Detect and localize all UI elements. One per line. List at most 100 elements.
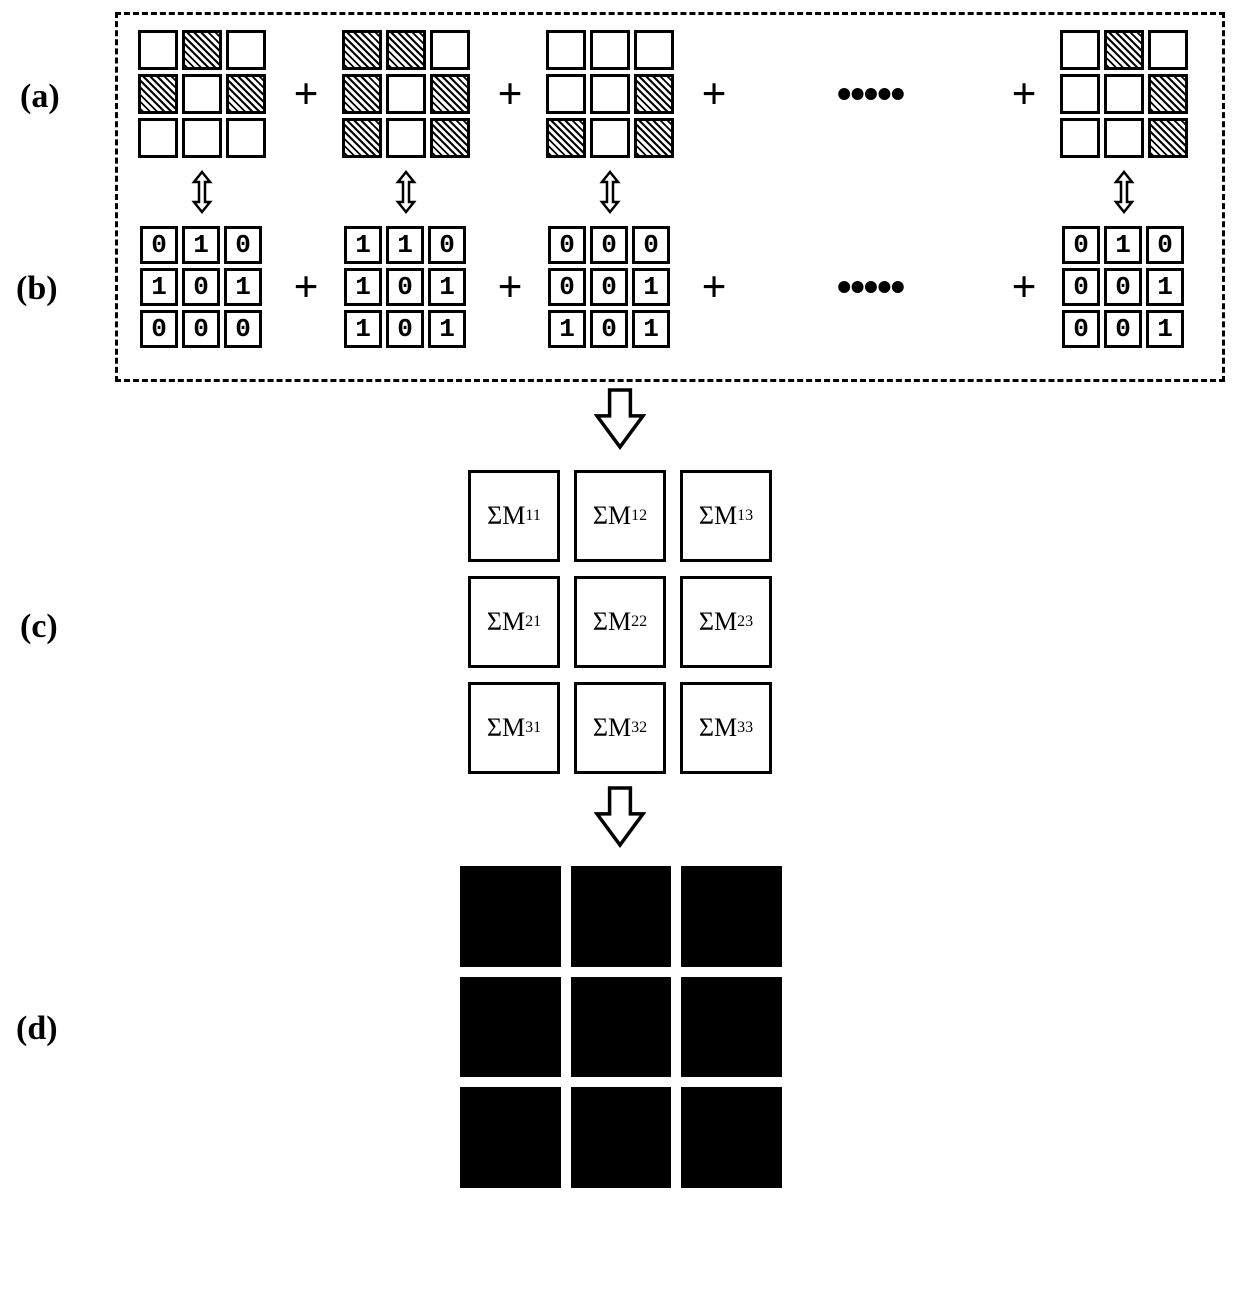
binary-cell: 0 xyxy=(140,226,178,264)
binary-cell: 0 xyxy=(632,226,670,264)
row-label-d: (d) xyxy=(16,1010,58,1048)
down-arrow-2 xyxy=(594,786,646,853)
cell xyxy=(226,74,266,114)
cell xyxy=(634,30,674,70)
black-cell xyxy=(571,1087,672,1188)
binary-cell: 0 xyxy=(1062,268,1100,306)
binary-cell: 1 xyxy=(632,310,670,348)
cell xyxy=(226,118,266,158)
cell xyxy=(1148,118,1188,158)
binary-cell: 1 xyxy=(344,310,382,348)
plus-b-3: + xyxy=(1011,262,1036,313)
plus-a-1: + xyxy=(497,69,522,120)
plus-a-3: + xyxy=(1011,69,1036,120)
cell xyxy=(138,118,178,158)
cell xyxy=(342,74,382,114)
binary-grid-b-1: 110101101 xyxy=(344,226,466,348)
binary-cell: 1 xyxy=(386,226,424,264)
black-cell xyxy=(681,866,782,967)
sigma-cell-11: ΣM11 xyxy=(468,470,560,562)
binary-cell: 0 xyxy=(590,226,628,264)
cell xyxy=(1060,30,1100,70)
cell xyxy=(1060,118,1100,158)
sigma-cell-33: ΣM33 xyxy=(680,682,772,774)
black-cell xyxy=(681,977,782,1078)
binary-cell: 0 xyxy=(182,268,220,306)
ellipsis-b: ••••• xyxy=(836,262,903,313)
cell xyxy=(634,118,674,158)
plus-a-2: + xyxy=(701,69,726,120)
pattern-grid-a-3 xyxy=(1060,30,1188,158)
cell xyxy=(342,30,382,70)
binary-cell: 1 xyxy=(1104,226,1142,264)
cell xyxy=(590,74,630,114)
binary-cell: 0 xyxy=(182,310,220,348)
cell xyxy=(1148,74,1188,114)
cell xyxy=(634,74,674,114)
plus-b-2: + xyxy=(701,262,726,313)
binary-cell: 0 xyxy=(386,310,424,348)
cell xyxy=(590,30,630,70)
cell xyxy=(138,30,178,70)
sigma-cell-12: ΣM12 xyxy=(574,470,666,562)
binary-cell: 1 xyxy=(344,226,382,264)
cell xyxy=(1104,118,1144,158)
binary-cell: 1 xyxy=(224,268,262,306)
binary-cell: 0 xyxy=(590,268,628,306)
binary-cell: 0 xyxy=(224,310,262,348)
cell xyxy=(182,30,222,70)
sigma-cell-32: ΣM32 xyxy=(574,682,666,774)
binary-cell: 0 xyxy=(1146,226,1184,264)
diagram-canvas: (a)(b)(c)(d)++++••••• 010101000110101101… xyxy=(0,0,1240,1305)
row-label-b: (b) xyxy=(16,270,58,308)
binary-cell: 0 xyxy=(428,226,466,264)
ellipsis-a: ••••• xyxy=(836,69,903,120)
cell xyxy=(546,30,586,70)
binary-cell: 0 xyxy=(548,226,586,264)
row-label-a: (a) xyxy=(20,78,60,116)
black-cell xyxy=(460,977,561,1078)
cell xyxy=(590,118,630,158)
cell xyxy=(430,118,470,158)
binary-cell: 1 xyxy=(548,310,586,348)
binary-cell: 1 xyxy=(1146,310,1184,348)
binary-cell: 1 xyxy=(428,310,466,348)
down-arrow-1 xyxy=(594,388,646,455)
cell xyxy=(182,118,222,158)
black-cell xyxy=(571,866,672,967)
plus-b-1: + xyxy=(497,262,522,313)
double-arrow-3 xyxy=(1112,170,1136,214)
cell xyxy=(138,74,178,114)
binary-cell: 0 xyxy=(590,310,628,348)
sigma-cell-31: ΣM31 xyxy=(468,682,560,774)
binary-cell: 1 xyxy=(182,226,220,264)
pattern-grid-a-1 xyxy=(342,30,470,158)
plus-b-0: + xyxy=(293,262,318,313)
binary-cell: 0 xyxy=(386,268,424,306)
binary-grid-b-0: 010101000 xyxy=(140,226,262,348)
cell xyxy=(226,30,266,70)
binary-cell: 1 xyxy=(344,268,382,306)
cell xyxy=(546,74,586,114)
cell xyxy=(430,74,470,114)
binary-cell: 0 xyxy=(548,268,586,306)
pattern-grid-a-2 xyxy=(546,30,674,158)
binary-cell: 1 xyxy=(632,268,670,306)
black-cell xyxy=(571,977,672,1078)
cell xyxy=(386,30,426,70)
double-arrow-2 xyxy=(598,170,622,214)
binary-cell: 1 xyxy=(1146,268,1184,306)
plus-a-0: + xyxy=(293,69,318,120)
cell xyxy=(386,74,426,114)
binary-cell: 0 xyxy=(1104,268,1142,306)
cell xyxy=(1148,30,1188,70)
double-arrow-0 xyxy=(190,170,214,214)
binary-cell: 0 xyxy=(1104,310,1142,348)
sigma-cell-13: ΣM13 xyxy=(680,470,772,562)
cell xyxy=(546,118,586,158)
black-cell xyxy=(681,1087,782,1188)
output-black-grid xyxy=(460,866,782,1188)
cell xyxy=(1060,74,1100,114)
pattern-grid-a-0 xyxy=(138,30,266,158)
cell xyxy=(386,118,426,158)
